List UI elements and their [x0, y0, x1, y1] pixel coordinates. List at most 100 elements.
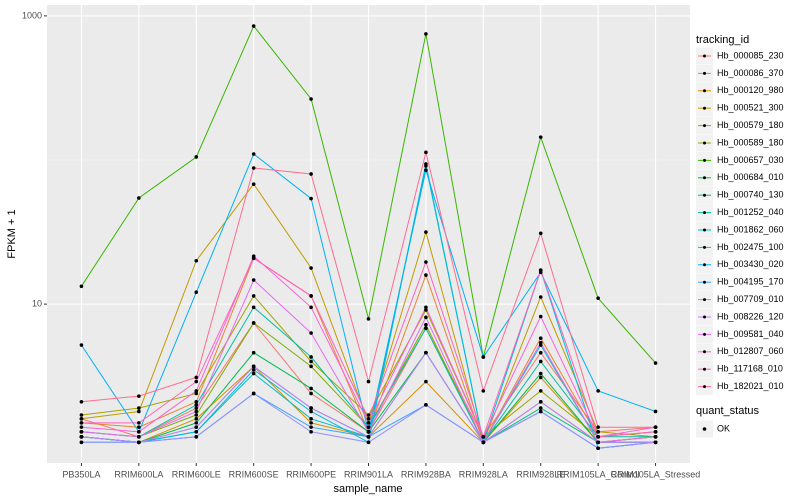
x-tick-label: RRIM928LE [516, 469, 565, 479]
data-point [596, 446, 600, 451]
legend-label: Hb_000740_130 [717, 190, 784, 200]
legend-point [703, 263, 706, 267]
legend-point [703, 141, 706, 145]
legend-point [703, 211, 706, 215]
data-point [137, 430, 141, 434]
data-point [538, 389, 543, 393]
data-point [251, 371, 256, 376]
data-point [309, 266, 313, 270]
data-point [538, 409, 543, 414]
legend-point [703, 298, 706, 302]
data-point [309, 406, 313, 410]
legend-label: Hb_000579_180 [717, 120, 784, 130]
data-point [424, 350, 428, 355]
data-point [251, 152, 256, 156]
data-point [481, 440, 486, 445]
data-point [481, 389, 486, 393]
data-point [251, 166, 256, 170]
data-point [309, 331, 313, 335]
data-point [309, 409, 313, 414]
data-point [79, 440, 84, 445]
x-tick-label: PB350LA [62, 469, 100, 479]
data-point [137, 394, 141, 398]
legend-point [703, 367, 706, 371]
data-point [194, 290, 199, 294]
x-tick-label: RRIM901LA [344, 469, 393, 479]
legend-point [703, 193, 706, 197]
data-point [366, 413, 371, 417]
data-point [137, 435, 141, 439]
data-point [309, 294, 313, 298]
data-point [538, 350, 543, 355]
data-point [309, 196, 313, 201]
data-point [366, 317, 371, 321]
legend-label: Hb_000086_370 [717, 68, 784, 78]
data-point [424, 379, 428, 384]
data-point [424, 168, 428, 172]
data-point [309, 97, 313, 101]
x-axis-title: sample_name [333, 483, 402, 495]
data-point [424, 273, 428, 277]
legend-point [703, 280, 706, 284]
data-point [538, 400, 543, 404]
legend-point [703, 89, 706, 93]
legend-label: Hb_002475_100 [717, 242, 784, 252]
data-point [251, 391, 256, 396]
data-point [481, 355, 486, 359]
legend-label: OK [717, 423, 730, 433]
data-point [79, 400, 84, 404]
data-point [366, 435, 371, 439]
data-point [137, 425, 141, 429]
data-point [194, 430, 199, 434]
data-point [309, 425, 313, 429]
data-point [596, 440, 600, 445]
legend-label: Hb_000684_010 [717, 172, 784, 182]
x-tick-label: RRIM600LA [114, 469, 163, 479]
data-point [424, 315, 428, 320]
data-point [309, 421, 313, 425]
data-point [309, 417, 313, 421]
legend-label: Hb_001252_040 [717, 207, 784, 217]
data-point [137, 421, 141, 425]
data-point [194, 413, 199, 417]
data-point [653, 435, 658, 439]
data-point [538, 340, 543, 345]
data-point [538, 375, 543, 380]
data-point [137, 406, 141, 410]
data-point [309, 391, 313, 396]
y-tick-label: 10 [32, 299, 42, 309]
x-tick-label: RRIM600SE [229, 469, 279, 479]
legend-label: Hb_008226_120 [717, 311, 784, 321]
data-point [424, 308, 428, 312]
legend-label: Hb_003430_020 [717, 259, 784, 269]
data-point [538, 406, 543, 410]
legend-point [703, 315, 706, 319]
x-tick-label: RRIM600PE [286, 469, 336, 479]
data-point [596, 430, 600, 434]
legend-point [703, 228, 706, 232]
legend-label: Hb_000085_230 [717, 50, 784, 60]
legend-label: Hb_009581_040 [717, 329, 784, 339]
data-point [596, 389, 600, 393]
data-point [194, 425, 199, 429]
data-point [424, 403, 428, 407]
data-point [194, 155, 199, 159]
data-point [538, 371, 543, 376]
data-point [424, 260, 428, 264]
data-point [194, 435, 199, 439]
legend-label: Hb_004195_170 [717, 277, 784, 287]
data-point [424, 322, 428, 327]
legend-label: Hb_001862_060 [717, 224, 784, 234]
legend-point [703, 106, 706, 110]
data-point [137, 440, 141, 445]
data-point [251, 256, 256, 261]
data-point [79, 421, 84, 425]
data-point [251, 350, 256, 355]
data-point [653, 440, 658, 445]
data-point [538, 359, 543, 364]
data-point [653, 425, 658, 429]
legend-point [703, 245, 706, 249]
data-point [251, 24, 256, 28]
data-point [366, 440, 371, 445]
